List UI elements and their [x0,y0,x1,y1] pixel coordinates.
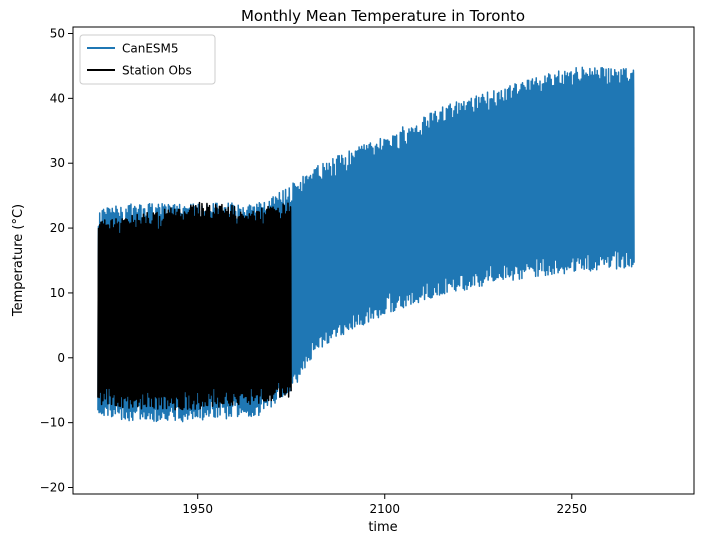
legend: CanESM5 Station Obs [79,34,216,85]
y-axis: −20 −10 0 10 20 30 40 50 [40,26,73,495]
plot-area [72,26,695,495]
axes-frame [72,26,695,495]
series-line-station-obs [97,201,292,411]
x-axis: 1950 2100 2250 [182,494,587,516]
y-axis-label: Temperature (°C) [11,204,26,317]
legend-label-station-obs: Station Obs [122,64,192,78]
x-axis-label: time [368,520,397,535]
y-tick-label: 50 [50,26,65,40]
chart-title: Monthly Mean Temperature in Toronto [241,7,525,25]
y-tick-label: 10 [50,286,65,300]
y-tick-label: 40 [50,91,65,105]
y-tick-label: −10 [40,416,65,430]
legend-label-canesm5: CanESM5 [122,42,179,56]
y-tick-label: −20 [40,481,65,495]
y-tick-label: 20 [50,221,65,235]
y-tick-label: 30 [50,156,65,170]
x-tick-label: 2100 [369,502,400,516]
series-layer [97,66,635,423]
x-tick-label: 2250 [557,502,588,516]
y-tick-label: 0 [57,351,65,365]
x-tick-label: 1950 [182,502,213,516]
